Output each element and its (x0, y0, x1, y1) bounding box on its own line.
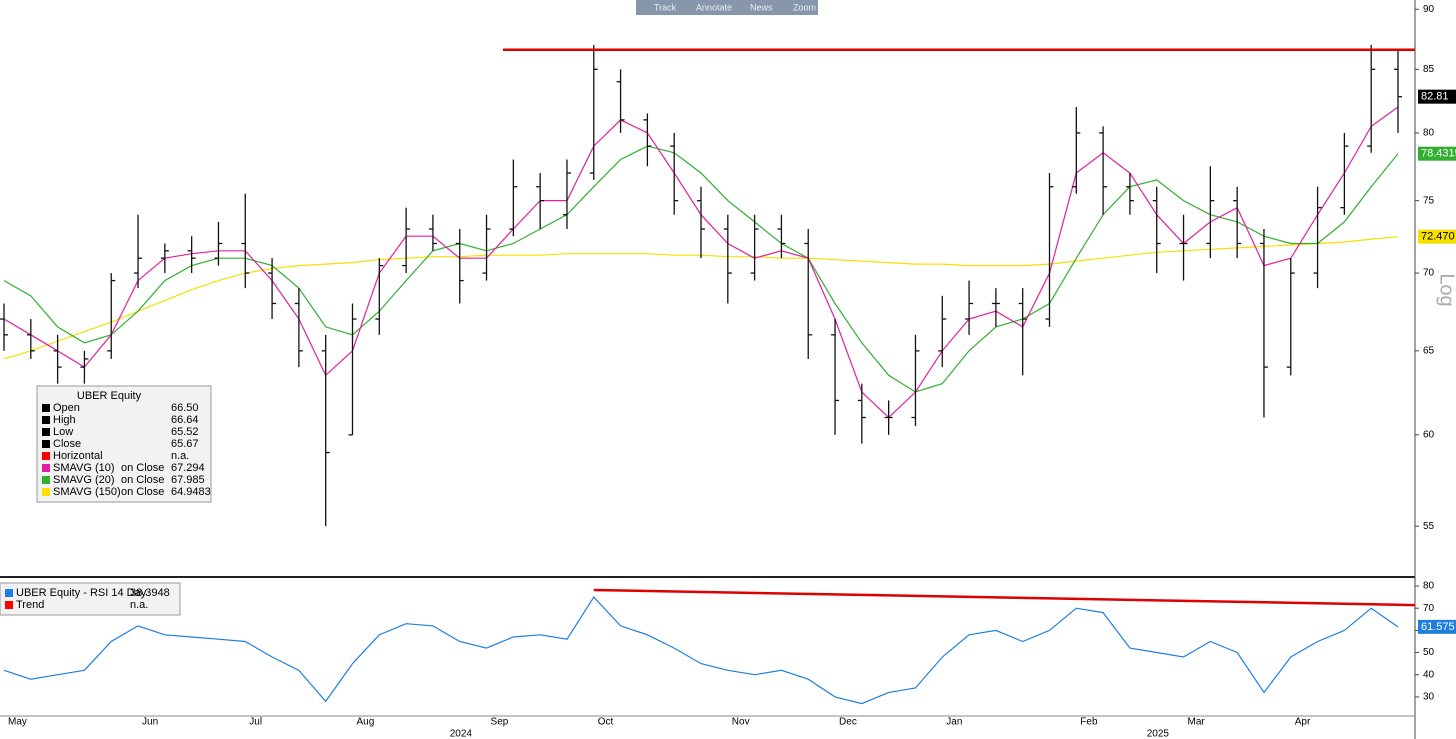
value-tag (1418, 146, 1456, 161)
toolbar-button[interactable]: Annotate (696, 2, 732, 12)
toolbar-button[interactable]: News (750, 2, 773, 12)
info-box-title: UBER Equity (77, 390, 142, 402)
y-tick-label: 70 (1423, 603, 1435, 614)
x-tick-label: Jul (249, 717, 262, 728)
legend-swatch (42, 464, 50, 472)
legend-label: Close (53, 438, 81, 450)
value-tag (1418, 89, 1456, 104)
legend-label: High (53, 414, 76, 426)
value-tag-label: 72.470 (1421, 231, 1455, 243)
x-tick-label: May (8, 717, 27, 728)
legend-swatch (5, 589, 13, 597)
legend-label: UBER Equity - RSI 14 Day (16, 587, 147, 599)
legend-label: Horizontal (53, 450, 103, 462)
legend-value: n.a. (130, 599, 148, 611)
y-tick-label: 85 (1423, 64, 1435, 75)
x-tick-label: Sep (491, 717, 509, 728)
legend-value: 65.52 (171, 426, 199, 438)
legend-value: 64.9483 (171, 486, 211, 498)
x-year-label: 2024 (450, 729, 473, 739)
toolbar-button[interactable]: Zoom (793, 2, 816, 12)
value-tag (1418, 619, 1456, 634)
legend-source: on Close (121, 474, 164, 486)
legend-swatch (42, 428, 50, 436)
legend-label: Trend (16, 599, 44, 611)
y-tick-label: 40 (1423, 669, 1435, 680)
x-tick-label: Nov (732, 717, 750, 728)
legend-swatch (42, 440, 50, 448)
value-tag-label: 82.81 (1421, 91, 1449, 103)
x-tick-label: Mar (1188, 717, 1206, 728)
toolbar: Track Annotate News Zoom (636, 0, 818, 15)
legend-swatch (42, 488, 50, 496)
legend-swatch (42, 404, 50, 412)
legend-swatch (42, 452, 50, 460)
toolbar-button[interactable]: Track (654, 2, 677, 12)
toolbar-bg (636, 0, 818, 15)
x-tick-label: Dec (839, 717, 857, 728)
legend-label: Open (53, 402, 80, 414)
x-tick-label: Jun (142, 717, 158, 728)
x-tick-label: Aug (357, 717, 375, 728)
y-tick-label: 60 (1423, 429, 1435, 440)
x-tick-label: Apr (1295, 717, 1311, 728)
trend-line (593, 588, 1416, 607)
y-tick-label: 90 (1423, 4, 1435, 15)
legend-value: n.a. (171, 450, 189, 462)
legend-value: 65.67 (171, 438, 199, 450)
legend-value: 38.3948 (130, 587, 170, 599)
y-tick-label: 30 (1423, 692, 1435, 703)
legend-label: SMAVG (20) (53, 474, 115, 486)
moving-average-line (3, 145, 1399, 393)
x-year-label: 2025 (1147, 729, 1170, 739)
y-tick-label: 70 (1423, 268, 1435, 279)
legend-source: on Close (121, 462, 164, 474)
legend-label: Low (53, 426, 73, 438)
legend-label: SMAVG (10) (53, 462, 115, 474)
axis-note: Log (1436, 273, 1456, 306)
x-tick-label: Jan (946, 717, 962, 728)
value-tag-label: 78.4315 (1421, 148, 1456, 160)
legend-value: 67.294 (171, 462, 205, 474)
legend-value: 67.985 (171, 474, 205, 486)
value-tag-label: 61.575 (1421, 621, 1455, 633)
legend-swatch (42, 476, 50, 484)
y-tick-label: 55 (1423, 521, 1435, 532)
legend-label: SMAVG (150) (53, 486, 121, 498)
info-box (36, 385, 212, 503)
legend-value: 66.64 (171, 414, 199, 426)
x-tick-label: Oct (598, 717, 614, 728)
y-tick-label: 80 (1423, 581, 1435, 592)
y-tick-label: 80 (1423, 128, 1435, 139)
legend-source: on Close (121, 486, 164, 498)
x-tick-label: Feb (1080, 717, 1098, 728)
rsi-line (3, 596, 1399, 705)
info-box (0, 582, 181, 616)
y-tick-label: 50 (1423, 647, 1435, 658)
legend-swatch (42, 416, 50, 424)
y-tick-label: 75 (1423, 195, 1435, 206)
legend-swatch (5, 601, 13, 609)
y-tick-label: 65 (1423, 345, 1435, 356)
value-tag (1418, 229, 1456, 244)
legend-value: 66.50 (171, 402, 199, 414)
